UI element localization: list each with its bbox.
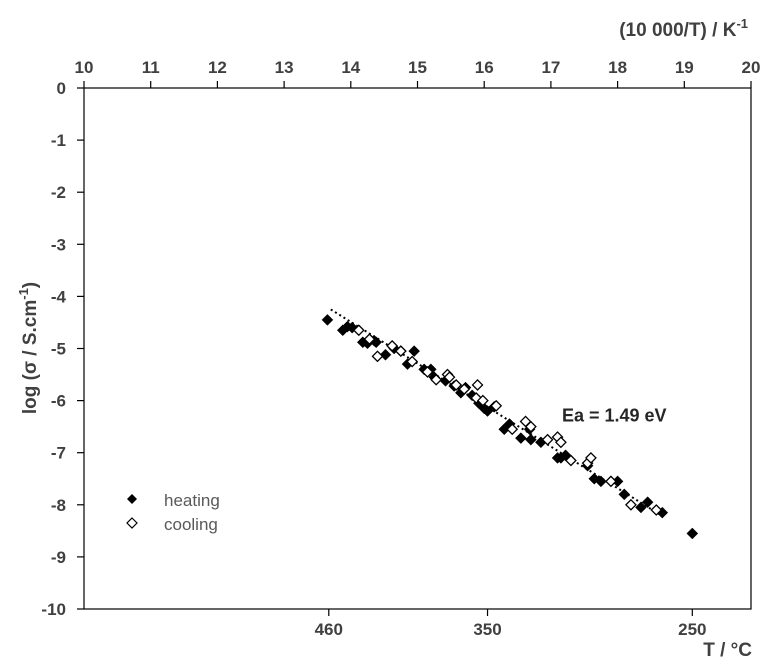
- cooling-point: [541, 433, 554, 446]
- y-axis-tick-label: -8: [51, 496, 66, 515]
- legend: heating cooling: [126, 491, 220, 534]
- y-axis-ticks: 0 -1 -2 -3 -4 -5 -6 -7 -8 -9 -10: [41, 79, 84, 619]
- top-axis-tick-label: 20: [742, 58, 761, 77]
- cooling-point: [564, 454, 577, 467]
- heating-point: [408, 345, 421, 357]
- heating-point: [641, 496, 654, 509]
- legend-heating-label: heating: [164, 491, 220, 510]
- heating-point: [686, 527, 699, 540]
- cooling-point: [394, 345, 407, 358]
- cooling-point: [406, 355, 419, 368]
- cooling-point: [421, 366, 434, 378]
- cooling-series: [352, 324, 663, 516]
- cooling-point: [450, 379, 463, 391]
- top-axis-tick-label: 19: [675, 58, 694, 77]
- cooling-point: [430, 373, 443, 386]
- activation-energy-annotation: Ea = 1.49 eV: [562, 405, 667, 425]
- cooling-point: [352, 324, 365, 337]
- bottom-axis-title: T / °C: [703, 640, 752, 660]
- top-axis-ticks: 10 11 12 13 14 15 16 17 18 19 20: [75, 58, 761, 88]
- heating-point: [515, 432, 527, 444]
- cooling-point: [585, 451, 597, 464]
- top-axis-tick-label: 13: [275, 58, 294, 77]
- top-axis-tick-label: 15: [408, 58, 427, 77]
- top-axis-tick-label: 10: [75, 58, 94, 77]
- bottom-axis-tick-label: 460: [315, 620, 343, 639]
- legend-heating-marker: [127, 494, 137, 504]
- top-axis-title: (10 000/T) / K-1: [619, 16, 748, 41]
- bottom-axis-ticks: 460 350 250: [315, 609, 706, 639]
- cooling-point: [443, 371, 456, 384]
- bottom-axis-tick-label: 250: [678, 620, 706, 639]
- top-axis-tick-label: 14: [341, 58, 360, 77]
- heating-point: [635, 501, 647, 514]
- y-axis-tick-label: -10: [41, 600, 66, 619]
- cooling-point: [605, 475, 617, 488]
- cooling-point: [471, 379, 484, 391]
- y-axis-tick-label: -5: [51, 340, 66, 359]
- top-axis-tick-label: 16: [475, 58, 494, 77]
- top-axis-tick-label: 17: [541, 58, 560, 77]
- cooling-point: [458, 383, 471, 396]
- heating-point: [525, 433, 537, 446]
- y-axis-tick-label: -4: [51, 287, 67, 306]
- cooling-point: [554, 436, 567, 449]
- cooling-point: [650, 504, 663, 516]
- y-axis-tick-label: -2: [51, 183, 66, 202]
- y-axis-tick-label: -3: [51, 235, 66, 254]
- cooling-point: [490, 399, 503, 412]
- top-axis-tick-label: 11: [142, 58, 160, 77]
- y-axis-tick-label: -6: [51, 392, 66, 411]
- heating-point: [379, 348, 392, 361]
- legend-cooling-marker: [126, 517, 138, 529]
- y-axis-tick-label: -1: [51, 131, 66, 150]
- cooling-point: [476, 394, 489, 407]
- y-axis-tick-label: 0: [57, 79, 66, 98]
- y-axis-tick-label: -9: [51, 548, 66, 567]
- cooling-point: [363, 333, 376, 346]
- cooling-point: [371, 350, 384, 363]
- legend-cooling-label: cooling: [164, 515, 218, 534]
- cooling-point: [625, 498, 637, 511]
- y-axis-title: log (σ / S.cm-1): [16, 282, 41, 414]
- y-axis-tick-label: -7: [51, 444, 66, 463]
- heating-point: [618, 488, 631, 501]
- top-axis-tick-label: 18: [608, 58, 627, 77]
- cooling-point: [524, 420, 537, 433]
- heating-point: [321, 313, 334, 326]
- cooling-point: [506, 423, 519, 436]
- cooling-point: [386, 339, 399, 352]
- bottom-axis-tick-label: 350: [473, 620, 501, 639]
- top-axis-tick-label: 12: [208, 58, 227, 77]
- heating-point: [595, 475, 607, 488]
